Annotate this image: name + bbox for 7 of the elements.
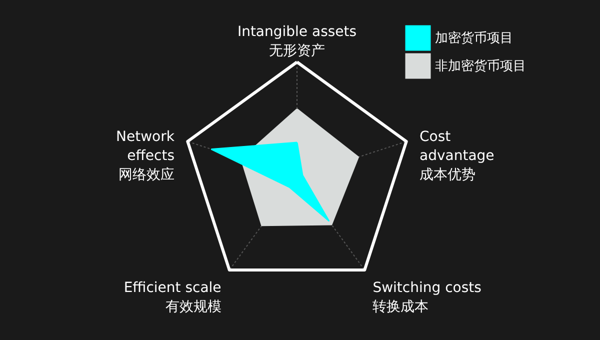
spoke-label: Switching costs 转换成本 (372, 280, 482, 316)
spoke-label: Intangible assets 无形资产 (237, 24, 357, 59)
spoke-label: Cost advantage 成本优势 (419, 129, 494, 184)
legend-label: 非加密货币项目 (435, 59, 526, 74)
spoke-label: Network effects 网络效应 (116, 129, 176, 184)
legend-label: 加密货币项目 (435, 31, 513, 46)
spoke-label: Efficient scale 有效规模 (124, 280, 222, 316)
